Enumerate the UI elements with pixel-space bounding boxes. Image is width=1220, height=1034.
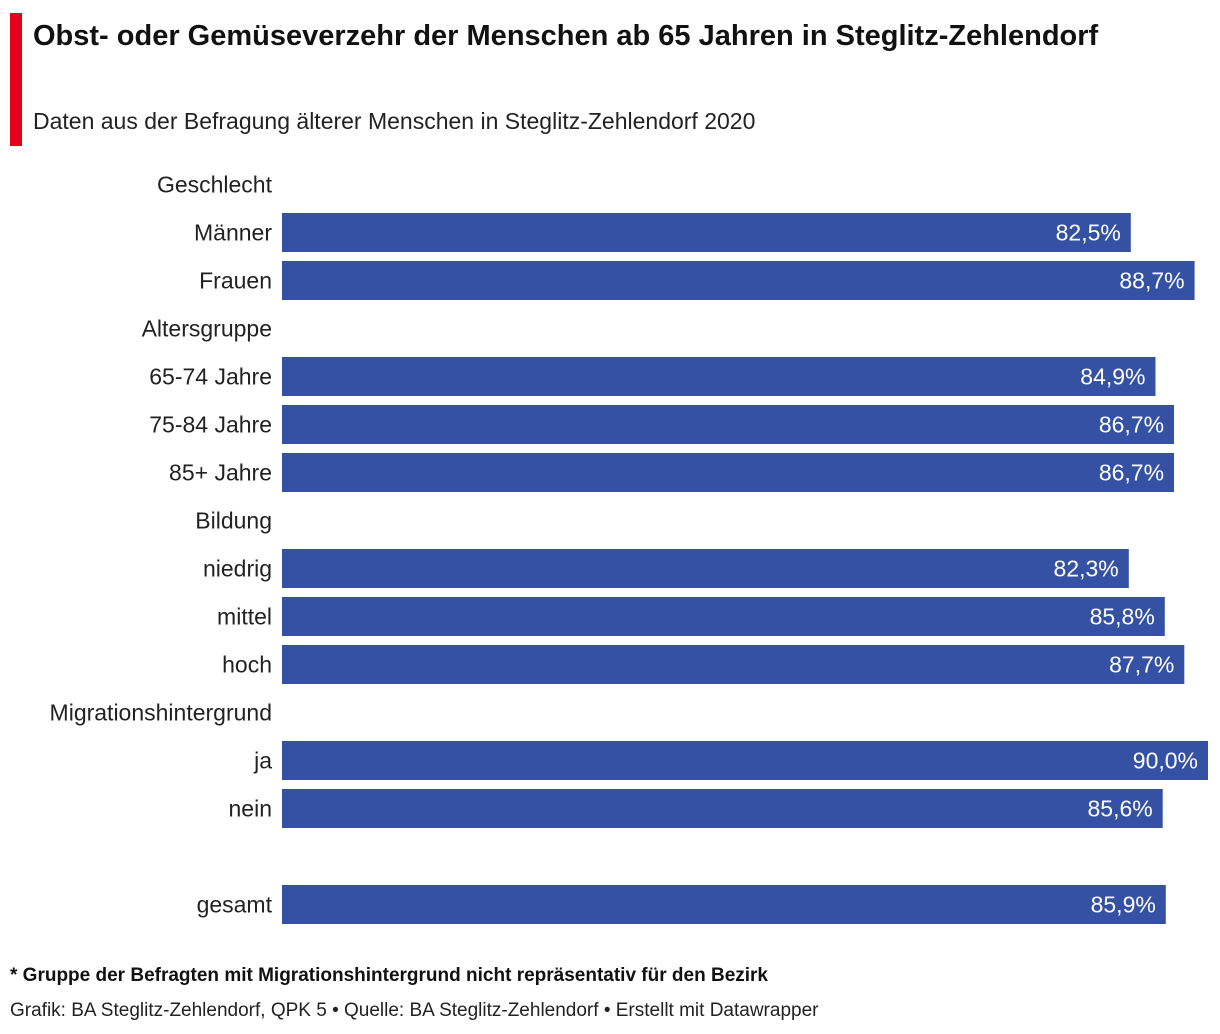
bar-85plus-jahre bbox=[282, 453, 1174, 492]
bar-mittel bbox=[282, 597, 1165, 636]
bar-hoch bbox=[282, 645, 1185, 684]
bar-chart: Geschlecht Männer 82,5% Frauen 88,7% Altersgr… bbox=[50, 172, 1208, 924]
value-label-ja: 90,0% bbox=[1133, 748, 1198, 774]
category-label-gesamt: gesamt bbox=[197, 892, 273, 918]
chart-title: Obst- oder Gemüseverzehr der Menschen ab… bbox=[33, 20, 1099, 52]
category-label-niedrig: niedrig bbox=[203, 556, 272, 582]
title-accent-bar bbox=[10, 13, 22, 146]
category-label-85plus-jahre: 85+ Jahre bbox=[169, 460, 272, 486]
bar-65-74-jahre bbox=[282, 357, 1156, 396]
category-label-nein: nein bbox=[229, 796, 272, 822]
value-label-mittel: 85,8% bbox=[1090, 604, 1155, 630]
footnote: * Gruppe der Befragten mit Migrationshin… bbox=[10, 965, 768, 986]
bar-frauen bbox=[282, 261, 1195, 300]
bar-niedrig bbox=[282, 549, 1129, 588]
bar-nein bbox=[282, 789, 1163, 828]
value-label-frauen: 88,7% bbox=[1119, 268, 1184, 294]
value-label-maenner: 82,5% bbox=[1056, 220, 1121, 246]
group-label-altersgruppe: Altersgruppe bbox=[142, 316, 272, 342]
value-label-nein: 85,6% bbox=[1088, 796, 1153, 822]
category-label-maenner: Männer bbox=[194, 220, 272, 246]
value-label-niedrig: 82,3% bbox=[1054, 556, 1119, 582]
group-label-bildung: Bildung bbox=[195, 508, 272, 534]
value-label-gesamt: 85,9% bbox=[1091, 892, 1156, 918]
credits-line: Grafik: BA Steglitz-Zehlendorf, QPK 5 • … bbox=[10, 1000, 819, 1021]
category-label-frauen: Frauen bbox=[199, 268, 272, 294]
category-label-ja: ja bbox=[253, 748, 272, 774]
bar-ja bbox=[282, 741, 1208, 780]
bar-maenner bbox=[282, 213, 1131, 252]
value-label-hoch: 87,7% bbox=[1109, 652, 1174, 678]
group-label-migrationshintergrund: Migrationshintergrund bbox=[50, 700, 272, 726]
value-label-75-84-jahre: 86,7% bbox=[1099, 412, 1164, 438]
group-label-geschlecht: Geschlecht bbox=[157, 172, 273, 198]
value-label-65-74-jahre: 84,9% bbox=[1080, 364, 1145, 390]
category-label-mittel: mittel bbox=[217, 604, 272, 630]
category-label-65-74-jahre: 65-74 Jahre bbox=[149, 364, 272, 390]
chart-subtitle: Daten aus der Befragung älterer Menschen… bbox=[33, 108, 756, 134]
category-label-hoch: hoch bbox=[222, 652, 272, 678]
category-label-75-84-jahre: 75-84 Jahre bbox=[149, 412, 272, 438]
bar-gesamt bbox=[282, 885, 1166, 924]
value-label-85plus-jahre: 86,7% bbox=[1099, 460, 1164, 486]
bar-75-84-jahre bbox=[282, 405, 1174, 444]
